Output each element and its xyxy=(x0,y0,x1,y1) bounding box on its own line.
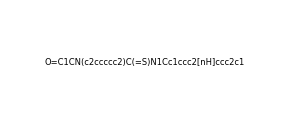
Text: O=C1CN(c2ccccc2)C(=S)N1Cc1ccc2[nH]ccc2c1: O=C1CN(c2ccccc2)C(=S)N1Cc1ccc2[nH]ccc2c1 xyxy=(45,58,244,67)
